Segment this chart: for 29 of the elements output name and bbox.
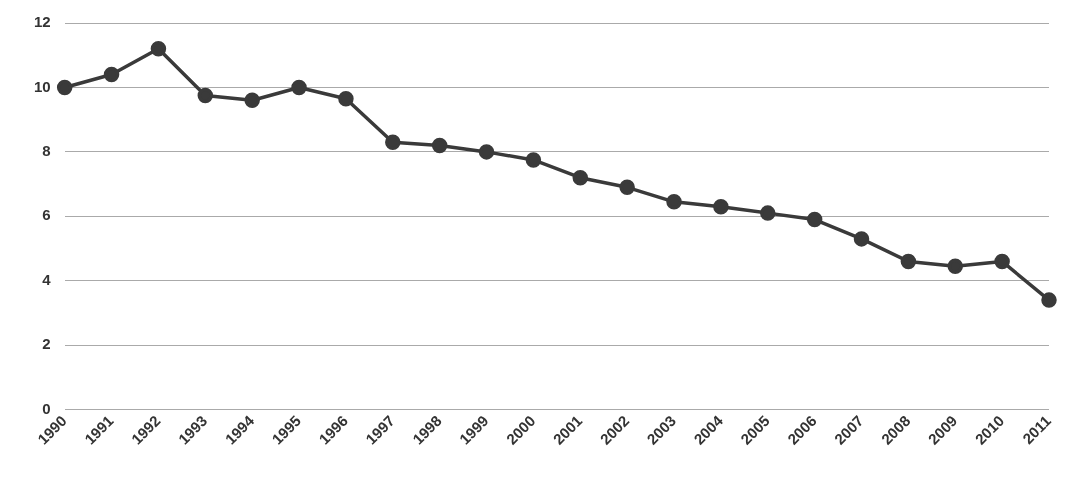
point: [806, 211, 823, 228]
y-tick-label: 0: [42, 399, 51, 417]
y-tick-label: 8: [42, 142, 51, 160]
y-tick-label: 4: [42, 270, 52, 288]
point: [431, 137, 448, 154]
point: [478, 144, 495, 160]
y-tick-label: 12: [34, 13, 51, 31]
point: [103, 66, 120, 83]
point: [1041, 292, 1057, 308]
point: [338, 90, 354, 107]
point: [947, 258, 964, 275]
point: [666, 194, 682, 210]
point: [244, 92, 260, 109]
y-tick-label: 2: [42, 335, 51, 353]
point: [994, 253, 1010, 270]
point: [619, 179, 635, 196]
point: [760, 205, 776, 221]
y-tick-label: 10: [34, 77, 51, 95]
point: [900, 253, 917, 270]
point: [56, 79, 73, 96]
y-tick-label: 6: [42, 206, 51, 224]
point: [291, 79, 307, 96]
point: [572, 169, 589, 186]
point: [713, 198, 729, 215]
point: [197, 87, 214, 104]
point: [853, 231, 870, 247]
point: [525, 152, 542, 168]
point: [385, 134, 401, 150]
point: [150, 41, 167, 57]
